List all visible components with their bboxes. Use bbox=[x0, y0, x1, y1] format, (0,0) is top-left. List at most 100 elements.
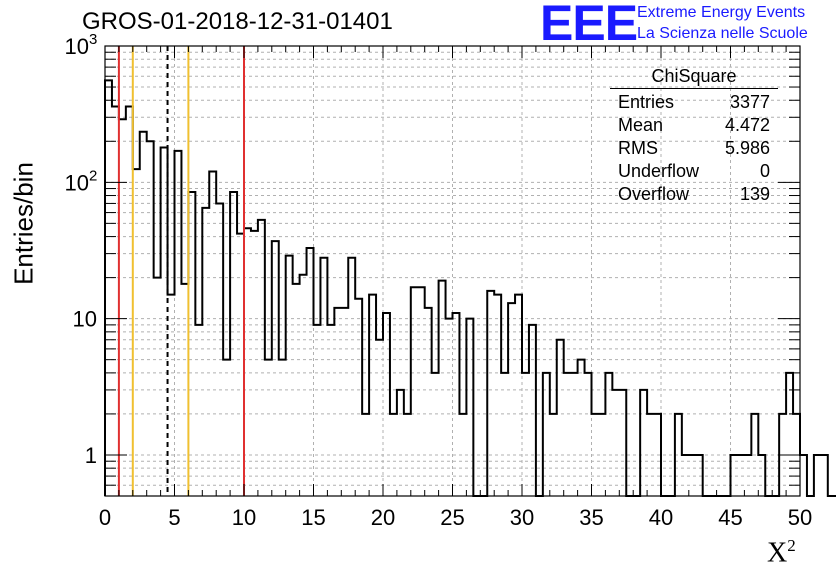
histogram-bin bbox=[494, 295, 501, 496]
histogram-bin bbox=[348, 258, 355, 496]
histogram-bin bbox=[466, 319, 473, 496]
histogram-bin bbox=[223, 360, 230, 496]
histogram-bin bbox=[564, 373, 571, 496]
histogram-bin bbox=[459, 414, 466, 496]
y-tick-label: 1 bbox=[85, 443, 97, 468]
x-tick-label: 0 bbox=[99, 505, 111, 530]
histogram-bin bbox=[195, 325, 202, 496]
x-tick-label: 30 bbox=[510, 505, 534, 530]
histogram-bin bbox=[744, 455, 751, 496]
stats-value: 139 bbox=[739, 184, 770, 204]
histogram-bin bbox=[390, 414, 397, 496]
histogram-bin bbox=[689, 455, 696, 496]
histogram-bin bbox=[362, 414, 369, 496]
histogram-bin bbox=[230, 192, 237, 496]
x-tick-label: 45 bbox=[718, 505, 742, 530]
histogram-bin bbox=[320, 258, 327, 496]
histogram-bin bbox=[550, 414, 557, 496]
histogram-bin bbox=[216, 203, 223, 496]
stats-value: 5.986 bbox=[724, 138, 770, 158]
grid bbox=[104, 46, 801, 496]
histogram-bin bbox=[133, 169, 140, 496]
histogram-bin bbox=[543, 373, 550, 496]
histogram-bin bbox=[293, 284, 300, 496]
stats-row-underflow: Underflow 0 bbox=[610, 160, 778, 183]
histogram-bin bbox=[439, 281, 446, 496]
histogram-bin bbox=[598, 414, 605, 496]
histogram-bin bbox=[404, 414, 411, 496]
histogram-bin bbox=[168, 295, 175, 496]
histogram-bin bbox=[640, 390, 647, 496]
histogram-bin bbox=[355, 299, 362, 496]
y-tick-label: 10 bbox=[73, 307, 97, 332]
histogram-bin bbox=[112, 106, 119, 496]
histogram-bin bbox=[140, 132, 147, 496]
histogram-bin bbox=[376, 340, 383, 496]
histogram-bin bbox=[188, 192, 195, 496]
histogram-bin bbox=[279, 360, 286, 496]
histogram-bin bbox=[501, 373, 508, 496]
histogram-bin bbox=[300, 275, 307, 496]
histogram-bin bbox=[578, 360, 585, 496]
histogram-bin bbox=[821, 455, 828, 496]
histogram-bin bbox=[612, 390, 619, 496]
x-tick-label: 50 bbox=[788, 505, 812, 530]
histogram-bin bbox=[411, 287, 418, 496]
histogram-bin bbox=[508, 303, 515, 496]
stats-label: RMS bbox=[618, 138, 658, 158]
histogram-bin bbox=[334, 308, 341, 496]
x-axis-exponent: 2 bbox=[787, 536, 796, 555]
run-title: GROS-01-2018-12-31-01401 bbox=[82, 8, 393, 35]
x-tick-label: 15 bbox=[301, 505, 325, 530]
stats-label: Underflow bbox=[618, 161, 700, 181]
y-tick-exponent: 2 bbox=[89, 167, 97, 184]
histogram-bin bbox=[161, 148, 168, 496]
x-axis-label: X2 bbox=[767, 536, 796, 569]
stats-box: ChiSquare Entries 3377 Mean 4.472 RMS 5.986… bbox=[610, 66, 778, 206]
logo-line-2: La Scienza nelle Scuole bbox=[637, 25, 808, 42]
histogram-bin bbox=[105, 80, 112, 496]
stats-row-entries: Entries 3377 bbox=[610, 91, 778, 114]
x-tick-label: 35 bbox=[579, 505, 603, 530]
histogram-bin bbox=[244, 228, 251, 496]
histogram-bin bbox=[453, 313, 460, 496]
stats-title: ChiSquare bbox=[610, 66, 778, 89]
stats-label: Overflow bbox=[618, 184, 690, 204]
eee-logo-mark: EEE bbox=[540, 0, 638, 51]
histogram-bin bbox=[432, 373, 439, 496]
histogram-bin bbox=[425, 308, 432, 496]
histogram-bin bbox=[529, 325, 536, 496]
histogram-bin bbox=[418, 287, 425, 496]
histogram-bin bbox=[258, 220, 265, 496]
x-tick-label: 10 bbox=[232, 505, 256, 530]
x-tick-label: 40 bbox=[649, 505, 673, 530]
x-tick-label: 5 bbox=[168, 505, 180, 530]
histogram-bin bbox=[682, 455, 689, 496]
histogram-outline bbox=[104, 79, 836, 497]
logo-line-1: Extreme Energy Events bbox=[637, 4, 806, 21]
histogram-bin bbox=[265, 360, 272, 496]
stats-row-mean: Mean 4.472 bbox=[610, 114, 778, 137]
histogram-bin bbox=[251, 231, 258, 496]
stats-value: 0 bbox=[759, 161, 770, 181]
y-axis-label: Entries/bin bbox=[8, 162, 39, 285]
histogram-bin bbox=[286, 256, 293, 496]
stats-label: Entries bbox=[618, 92, 675, 112]
histogram-bin bbox=[397, 390, 404, 496]
histogram-bin bbox=[237, 234, 244, 496]
y-tick-label: 10 bbox=[65, 170, 89, 195]
histogram-bin bbox=[557, 340, 564, 496]
histogram-bin bbox=[119, 119, 126, 496]
histogram-bin bbox=[522, 373, 529, 496]
stats-label: Mean bbox=[618, 115, 664, 135]
stats-row-overflow: Overflow 139 bbox=[610, 183, 778, 206]
histogram-bin bbox=[751, 414, 758, 496]
histogram-bin bbox=[654, 414, 661, 496]
histogram-bin bbox=[202, 208, 209, 496]
y-tick-exponent: 3 bbox=[89, 31, 97, 48]
histogram-bin bbox=[181, 284, 188, 496]
histogram-bin bbox=[126, 106, 133, 496]
histogram-bin bbox=[314, 325, 321, 496]
